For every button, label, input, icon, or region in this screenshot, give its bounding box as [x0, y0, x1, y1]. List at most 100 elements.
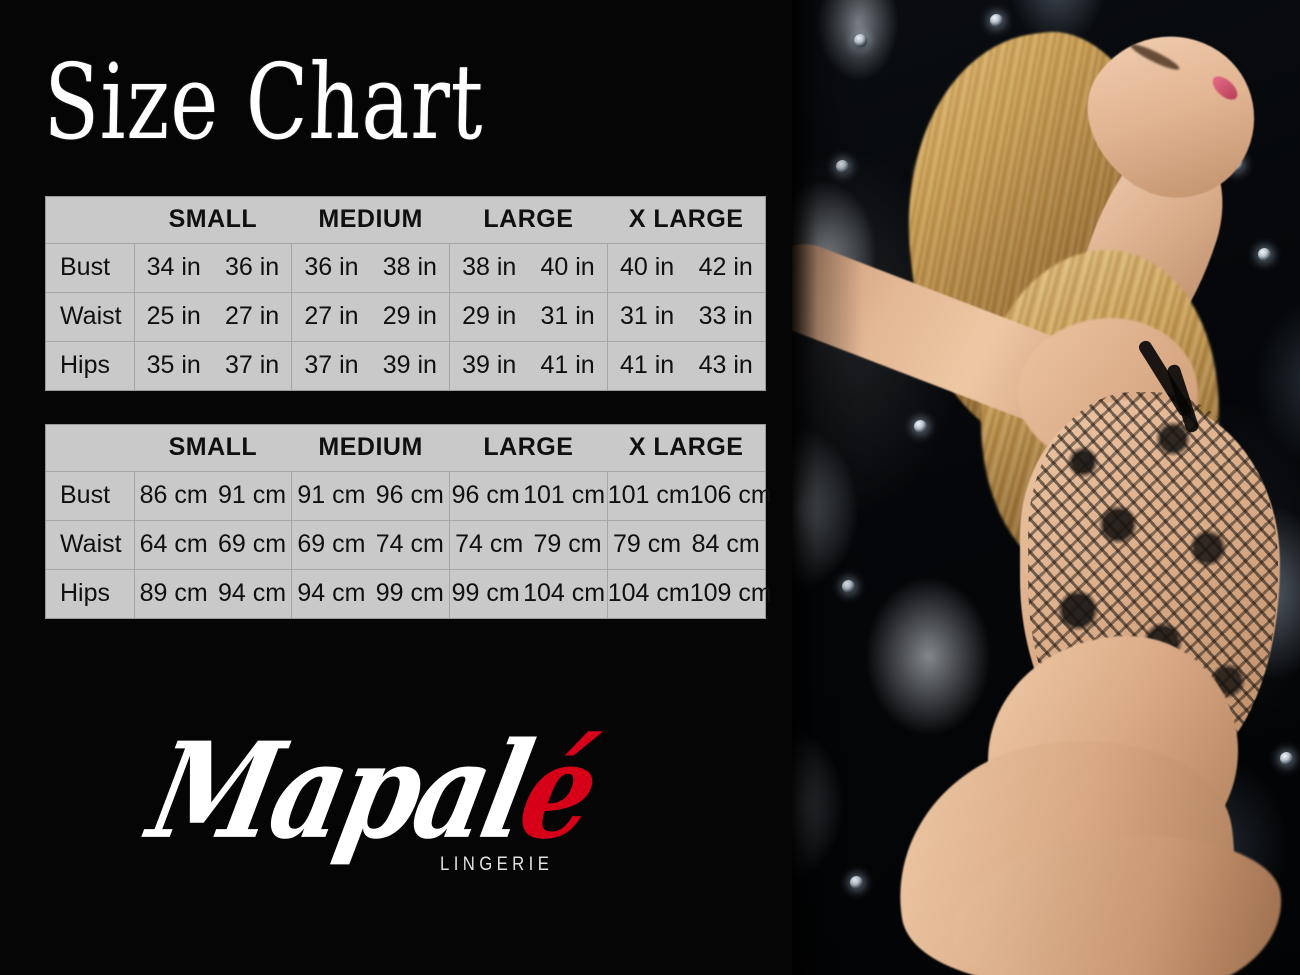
table-row: Waist 25 in 27 in 27 in 29 in 29 in 31 in 3…	[46, 292, 765, 342]
value-max: 69 cm	[218, 530, 287, 558]
value-min: 25 in	[146, 302, 201, 330]
cell-hips-small: 35 in 37 in	[134, 341, 293, 390]
value-max: 74 cm	[375, 530, 444, 558]
cell-bust-small: 34 in 36 in	[134, 243, 293, 293]
brand-tagline: LINGERIE	[440, 854, 554, 875]
value-min: 41 in	[619, 351, 675, 380]
value-max: 43 in	[698, 351, 753, 380]
value-min: 38 in	[462, 253, 517, 281]
value-min: 69 cm	[297, 530, 366, 558]
value-max: 37 in	[224, 351, 280, 380]
row-label-bust: Bust	[46, 471, 135, 521]
cell-waist-large: 74 cm 79 cm	[449, 520, 608, 570]
cell-waist-small: 25 in 27 in	[134, 292, 293, 342]
cell-hips-xlarge: 104 cm 109 cm	[607, 569, 772, 618]
value-min: 39 in	[462, 351, 517, 380]
cell-hips-medium: 94 cm 99 cm	[291, 569, 450, 618]
cell-bust-medium: 36 in 38 in	[291, 243, 450, 293]
brand-logo: Mapalé LINGERIE	[138, 714, 608, 891]
value-max: 31 in	[540, 302, 595, 330]
value-max: 41 in	[540, 351, 595, 380]
value-max: 106 cm	[689, 481, 772, 509]
value-max: 38 in	[382, 253, 437, 281]
cell-bust-xlarge: 40 in 42 in	[607, 243, 765, 293]
table-row: Hips 89 cm 94 cm 94 cm 99 cm 99 cm 104 cm 1…	[46, 569, 772, 618]
cell-hips-medium: 37 in 39 in	[291, 341, 450, 390]
value-min: 31 in	[619, 302, 675, 330]
cell-waist-small: 64 cm 69 cm	[134, 520, 293, 570]
value-min: 29 in	[462, 302, 517, 330]
value-min: 91 cm	[297, 481, 366, 509]
value-max: 101 cm	[523, 481, 606, 509]
header-x-large: X LARGE	[607, 197, 765, 244]
value-max: 109 cm	[689, 579, 772, 608]
value-max: 104 cm	[523, 579, 606, 608]
value-max: 94 cm	[218, 579, 287, 608]
cell-waist-xlarge: 31 in 33 in	[607, 292, 765, 342]
table-row: Waist 64 cm 69 cm 69 cm 74 cm 74 cm 79 cm 7…	[46, 520, 765, 570]
table-header-row: SMALL MEDIUM LARGE X LARGE	[46, 425, 765, 472]
value-min: 35 in	[146, 351, 201, 380]
value-max: 33 in	[698, 302, 753, 330]
cell-bust-small: 86 cm 91 cm	[134, 471, 293, 521]
cell-waist-xlarge: 79 cm 84 cm	[607, 520, 765, 570]
cell-bust-large: 38 in 40 in	[449, 243, 608, 293]
value-min: 74 cm	[455, 530, 524, 558]
value-min: 89 cm	[139, 579, 208, 608]
cell-waist-medium: 69 cm 74 cm	[291, 520, 450, 570]
header-blank	[46, 197, 134, 244]
value-min: 36 in	[304, 253, 359, 281]
header-x-large: X LARGE	[607, 425, 765, 472]
cell-bust-large: 96 cm 101 cm	[449, 471, 608, 521]
value-min: 96 cm	[451, 481, 520, 509]
value-min: 104 cm	[607, 579, 690, 608]
header-small: SMALL	[134, 197, 292, 244]
brand-wordmark: Mapalé	[138, 714, 608, 869]
value-min: 27 in	[304, 302, 359, 330]
value-max: 84 cm	[691, 530, 760, 558]
value-max: 36 in	[224, 253, 280, 281]
cell-hips-large: 99 cm 104 cm	[449, 569, 608, 618]
value-min: 40 in	[619, 253, 675, 281]
cell-bust-medium: 91 cm 96 cm	[291, 471, 450, 521]
row-label-hips: Hips	[46, 569, 135, 618]
model-photo	[792, 0, 1300, 975]
row-label-hips: Hips	[46, 341, 135, 390]
value-min: 86 cm	[139, 481, 208, 509]
header-medium: MEDIUM	[291, 197, 450, 244]
value-max: 39 in	[382, 351, 437, 380]
header-large: LARGE	[449, 425, 608, 472]
page-title: Size Chart	[42, 41, 486, 163]
cell-hips-large: 39 in 41 in	[449, 341, 608, 390]
header-large: LARGE	[449, 197, 608, 244]
value-min: 101 cm	[607, 481, 690, 509]
header-blank	[46, 425, 134, 472]
info-panel: Size Chart SMALL MEDIUM LARGE X LARGE Bu…	[42, 41, 772, 891]
table-row: Bust 34 in 36 in 36 in 38 in 38 in 40 in 40…	[46, 243, 765, 293]
value-max: 79 cm	[533, 530, 602, 558]
value-max: 29 in	[382, 302, 437, 330]
value-max: 91 cm	[218, 481, 287, 509]
cell-hips-small: 89 cm 94 cm	[134, 569, 293, 618]
cell-bust-xlarge: 101 cm 106 cm	[607, 471, 772, 521]
brand-name: Mapal	[137, 714, 541, 869]
table-row: Hips 35 in 37 in 37 in 39 in 39 in 41 in 41…	[46, 341, 765, 390]
value-max: 99 cm	[375, 579, 444, 608]
value-max: 27 in	[224, 302, 280, 330]
cell-hips-xlarge: 41 in 43 in	[607, 341, 765, 390]
header-small: SMALL	[134, 425, 292, 472]
value-min: 79 cm	[613, 530, 682, 558]
row-label-bust: Bust	[46, 243, 135, 293]
value-min: 34 in	[146, 253, 201, 281]
value-min: 94 cm	[297, 579, 366, 608]
value-max: 42 in	[698, 253, 753, 281]
header-medium: MEDIUM	[291, 425, 450, 472]
value-min: 64 cm	[139, 530, 208, 558]
size-table-centimeters: SMALL MEDIUM LARGE X LARGE Bust 86 cm 91 …	[45, 424, 772, 619]
row-label-waist: Waist	[46, 520, 135, 570]
cell-waist-large: 29 in 31 in	[449, 292, 608, 342]
value-min: 99 cm	[451, 579, 520, 608]
size-table-inches: SMALL MEDIUM LARGE X LARGE Bust 34 in 36 …	[45, 196, 766, 391]
value-max: 40 in	[540, 253, 595, 281]
